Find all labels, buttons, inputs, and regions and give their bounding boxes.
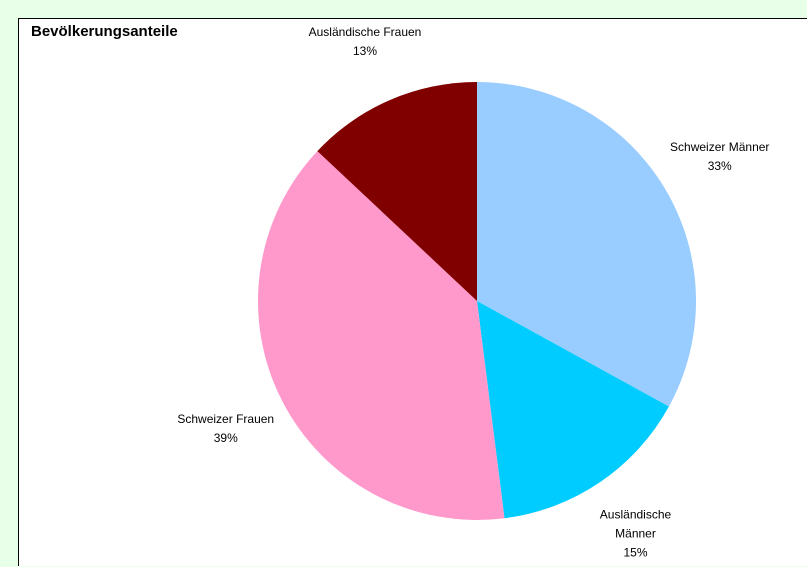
pie-slice [477,82,696,407]
slice-value: 13% [352,44,378,59]
slice-label: Schweizer Frauen 39% [161,410,291,448]
pie-slice [257,151,505,521]
pie-slice [477,301,669,519]
slice-label: Schweizer Männer 33% [655,138,785,176]
slice-name: Ausländische Frauen [308,25,422,40]
slice-name: Ausländische Männer [599,507,672,541]
slice-value: 39% [213,431,238,446]
chart-title: Bevölkerungsanteile [31,23,178,40]
slice-label: Ausländische Männer 15% [591,506,681,563]
slice-value: 33% [707,159,732,174]
slice-name: Schweizer Männer [670,140,770,155]
slice-value: 15% [623,545,648,560]
chart [257,82,696,521]
chart-area: Bevölkerungsanteile Schweizer Männer 33% A… [18,18,807,566]
pie-slice [317,82,477,301]
slice-label: Ausländische Frauen 13% [300,23,430,61]
slice-name: Schweizer Frauen [177,412,275,427]
